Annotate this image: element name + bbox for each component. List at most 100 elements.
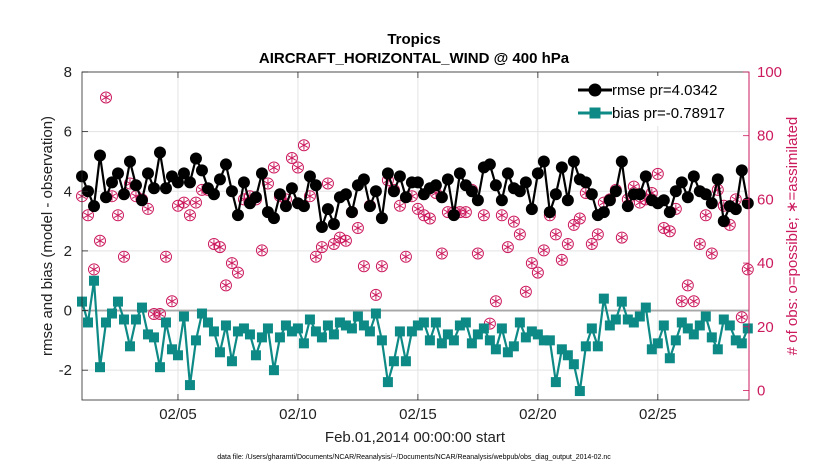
obs-possible-point	[525, 257, 538, 270]
obs-assimilated-point	[707, 249, 716, 259]
rmse-point	[309, 179, 322, 192]
obs-assimilated-stroke	[227, 260, 237, 266]
bias-point	[370, 308, 381, 319]
obs-assimilated-stroke	[89, 266, 99, 273]
obs-assimilated-stroke	[683, 282, 692, 289]
rmse-point	[141, 167, 154, 180]
bias-point	[436, 338, 447, 349]
rmse-point	[543, 206, 556, 219]
obs-assimilated-point	[515, 229, 525, 239]
obs-assimilated-stroke	[113, 212, 123, 218]
obs-assimilated-stroke	[677, 298, 686, 304]
bias-point	[454, 320, 465, 331]
obs-assimilated-point	[689, 296, 698, 306]
obs-assimilated-point	[293, 163, 303, 173]
bias-series	[77, 275, 753, 397]
rmse-point	[633, 188, 646, 201]
obs-assimilated-point	[653, 169, 662, 179]
bias-point	[736, 338, 747, 349]
obs-assimilated-stroke	[155, 311, 165, 317]
obs-assimilated-point	[83, 210, 93, 220]
bias-point	[214, 347, 225, 358]
rmse-point	[513, 185, 526, 198]
obs-assimilated-point	[179, 198, 189, 208]
y-tick-label: 0	[64, 303, 72, 320]
bias-point	[406, 326, 417, 337]
obs-possible-point	[225, 257, 238, 270]
obs-assimilated-stroke	[743, 266, 752, 273]
bias-point	[442, 329, 453, 340]
rmse-point	[147, 182, 160, 195]
bias-point	[304, 314, 315, 325]
rmse-point	[285, 182, 298, 195]
obs-assimilated-stroke	[83, 212, 93, 218]
rmse-point	[495, 194, 508, 207]
bias-point	[574, 386, 585, 397]
obs-possible-point	[573, 212, 586, 225]
obs-possible-point	[351, 222, 364, 235]
bias-point	[724, 320, 735, 331]
bias-point	[328, 329, 339, 340]
bias-point	[460, 317, 471, 328]
bias-point	[244, 329, 255, 340]
bias-point	[520, 332, 531, 343]
obs-assimilated-point	[341, 236, 351, 246]
bias-point	[658, 320, 669, 331]
rmse-point	[219, 158, 232, 171]
y2-tick-label: 20	[757, 319, 774, 336]
rmse-point	[387, 185, 400, 198]
rmse-point	[669, 185, 682, 198]
obs-assimilated-point	[257, 245, 267, 255]
obs-assimilated-stroke	[575, 215, 584, 222]
y2-axis-label: # of obs: o=possible; ∗=assimilated	[784, 117, 801, 356]
rmse-point	[609, 185, 622, 198]
data-file-footnote: data file: /Users/gharamti/Documents/NCA…	[217, 454, 611, 461]
obs-assimilated-point	[191, 198, 201, 208]
obs-possible-point	[687, 295, 700, 308]
bias-point	[166, 344, 177, 355]
obs-assimilated-point	[539, 245, 549, 255]
obs-assimilated-stroke	[185, 212, 195, 218]
legend-bias-label: bias pr=-0.78917	[612, 105, 725, 122]
x-tick-label: 02/15	[399, 406, 437, 423]
obs-assimilated-point	[701, 210, 710, 220]
obs-possible-point	[555, 253, 568, 266]
bias-point	[610, 314, 621, 325]
obs-assimilated-point	[299, 140, 309, 150]
y2-tick-label: 80	[757, 128, 774, 145]
x-axis-label: Feb.01,2014 00:00:00 start	[325, 429, 506, 446]
obs-assimilated-point	[233, 268, 243, 278]
obs-assimilated-point	[311, 252, 321, 262]
rmse-point	[603, 194, 616, 207]
bias-point	[280, 320, 291, 331]
obs-possible-point	[501, 241, 514, 254]
obs-assimilated-stroke	[161, 254, 171, 260]
rmse-point	[663, 206, 676, 219]
obs-assimilated-stroke	[551, 231, 561, 238]
bias-point	[298, 338, 309, 349]
obs-possible-point	[735, 311, 748, 324]
obs-possible-point	[699, 209, 712, 222]
obs-assimilated-stroke	[509, 218, 519, 225]
obs-possible-point	[615, 231, 628, 244]
obs-assimilated-stroke	[731, 196, 740, 203]
obs-possible-point	[219, 279, 232, 292]
obs-assimilated-point	[575, 213, 584, 223]
obs-assimilated-stroke	[473, 250, 483, 257]
bias-point	[616, 296, 627, 307]
obs-possible-point	[435, 247, 448, 260]
bias-point	[496, 323, 507, 334]
obs-possible-point	[591, 228, 604, 241]
rmse-point	[255, 167, 268, 180]
bias-point	[562, 350, 573, 361]
bias-point	[526, 326, 537, 337]
bias-point	[250, 350, 261, 361]
obs-assimilated-point	[587, 239, 596, 249]
bias-point	[664, 353, 675, 364]
rmse-point	[381, 167, 394, 180]
rmse-point	[615, 155, 628, 168]
bias-point	[730, 335, 741, 346]
obs-possible-point	[561, 237, 574, 250]
rmse-point	[93, 149, 106, 162]
rmse-point	[579, 176, 592, 189]
